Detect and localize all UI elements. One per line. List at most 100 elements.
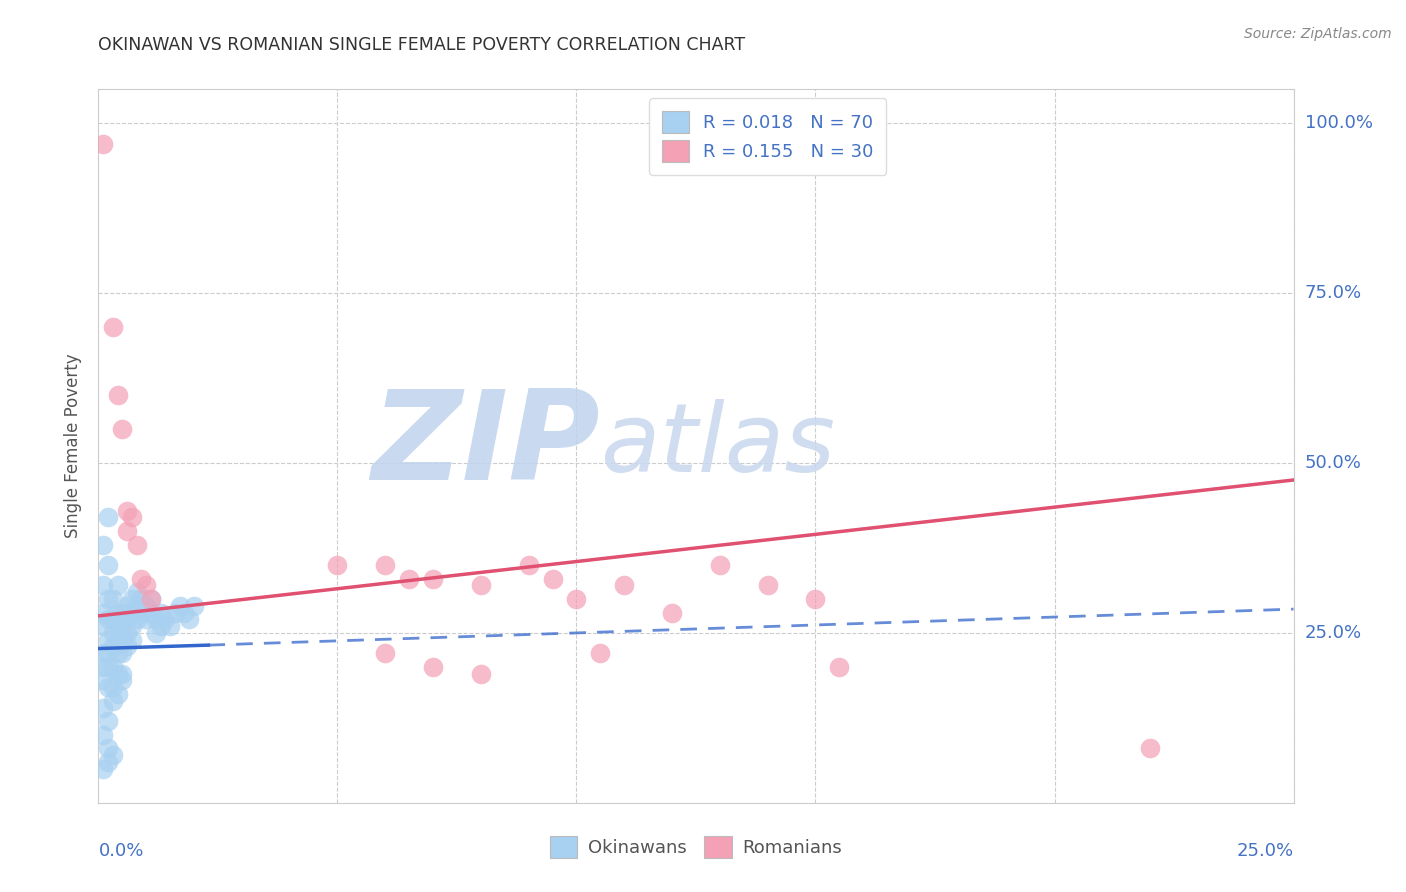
Point	[121, 606, 143, 620]
Point	[97, 660, 120, 674]
Point	[149, 606, 172, 620]
Point	[125, 599, 148, 613]
Point	[131, 591, 153, 606]
Point	[173, 606, 195, 620]
Point	[159, 619, 181, 633]
Text: ZIP: ZIP	[371, 385, 600, 507]
Point	[101, 626, 124, 640]
Point	[97, 632, 120, 647]
Point	[101, 320, 124, 334]
Point	[101, 612, 124, 626]
Point	[374, 646, 396, 660]
Point	[97, 680, 120, 694]
Point	[97, 741, 120, 756]
Point	[101, 694, 124, 708]
Point	[91, 660, 114, 674]
Text: atlas: atlas	[600, 400, 835, 492]
Text: Source: ZipAtlas.com: Source: ZipAtlas.com	[1244, 27, 1392, 41]
Point	[107, 687, 129, 701]
Point	[149, 619, 172, 633]
Point	[111, 646, 134, 660]
Point	[804, 591, 827, 606]
Point	[107, 388, 129, 402]
Point	[97, 558, 120, 572]
Point	[613, 578, 636, 592]
Point	[107, 578, 129, 592]
Point	[115, 640, 138, 654]
Point	[91, 728, 114, 742]
Point	[111, 673, 134, 688]
Point	[135, 612, 157, 626]
Point	[422, 660, 444, 674]
Point	[111, 619, 134, 633]
Point	[101, 640, 124, 654]
Point	[470, 666, 492, 681]
Legend: Okinawans, Romanians: Okinawans, Romanians	[543, 829, 849, 865]
Point	[115, 524, 138, 538]
Point	[91, 646, 114, 660]
Point	[179, 612, 201, 626]
Point	[541, 572, 564, 586]
Point	[131, 572, 153, 586]
Text: 100.0%: 100.0%	[1305, 114, 1372, 132]
Point	[91, 673, 114, 688]
Point	[91, 136, 114, 151]
Point	[91, 537, 114, 551]
Point	[121, 510, 143, 524]
Point	[107, 666, 129, 681]
Point	[97, 612, 120, 626]
Point	[101, 591, 124, 606]
Point	[111, 606, 134, 620]
Point	[145, 612, 167, 626]
Point	[91, 762, 114, 776]
Point	[163, 606, 186, 620]
Point	[107, 606, 129, 620]
Point	[91, 700, 114, 714]
Point	[139, 606, 162, 620]
Point	[125, 537, 148, 551]
Point	[91, 606, 114, 620]
Point	[115, 612, 138, 626]
Point	[145, 626, 167, 640]
Point	[422, 572, 444, 586]
Point	[398, 572, 420, 586]
Point	[125, 585, 148, 599]
Text: 25.0%: 25.0%	[1236, 842, 1294, 860]
Point	[121, 632, 143, 647]
Point	[374, 558, 396, 572]
Point	[97, 714, 120, 729]
Point	[139, 591, 162, 606]
Text: 75.0%: 75.0%	[1305, 284, 1362, 302]
Point	[97, 591, 120, 606]
Point	[470, 578, 492, 592]
Point	[115, 626, 138, 640]
Point	[101, 680, 124, 694]
Point	[139, 591, 162, 606]
Point	[97, 510, 120, 524]
Point	[107, 619, 129, 633]
Point	[115, 503, 138, 517]
Text: 25.0%: 25.0%	[1305, 624, 1362, 642]
Point	[91, 578, 114, 592]
Point	[135, 578, 157, 592]
Text: 0.0%: 0.0%	[98, 842, 143, 860]
Point	[131, 606, 153, 620]
Point	[589, 646, 612, 660]
Point	[565, 591, 588, 606]
Point	[97, 646, 120, 660]
Text: OKINAWAN VS ROMANIAN SINGLE FEMALE POVERTY CORRELATION CHART: OKINAWAN VS ROMANIAN SINGLE FEMALE POVER…	[98, 36, 745, 54]
Point	[326, 558, 349, 572]
Point	[111, 666, 134, 681]
Point	[111, 422, 134, 436]
Point	[169, 599, 191, 613]
Point	[107, 646, 129, 660]
Point	[828, 660, 851, 674]
Point	[183, 599, 205, 613]
Point	[1139, 741, 1161, 756]
Point	[756, 578, 779, 592]
Point	[101, 748, 124, 763]
Point	[107, 632, 129, 647]
Point	[91, 619, 114, 633]
Point	[101, 660, 124, 674]
Point	[115, 599, 138, 613]
